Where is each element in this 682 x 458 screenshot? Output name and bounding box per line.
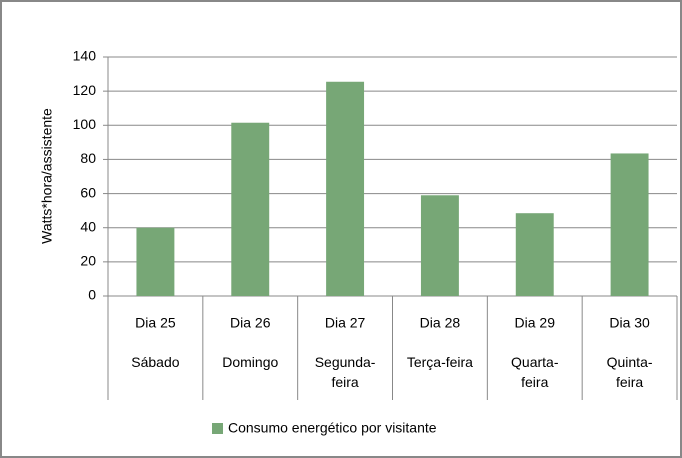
x-tick-label: Dia 27 <box>325 315 366 331</box>
legend-swatch <box>212 423 223 434</box>
y-axis-label: Watts*hora/assistente <box>39 108 55 244</box>
bar <box>515 213 554 296</box>
y-tick-label: 40 <box>80 218 96 234</box>
x-tick-label: Dia 30 <box>609 315 650 331</box>
x-subcategory-label: Sábado <box>131 354 180 370</box>
x-subcategory-label: Quinta-feira <box>606 354 653 390</box>
x-tick-label: Dia 26 <box>230 315 271 331</box>
x-tick-label: Dia 29 <box>515 315 556 331</box>
x-tick-label: Dia 28 <box>420 315 461 331</box>
y-tick-label: 80 <box>80 150 96 166</box>
y-tick-label: 60 <box>80 184 96 200</box>
x-subcategory-label: Terça-feira <box>406 354 473 370</box>
y-tick-label: 100 <box>73 116 97 132</box>
y-tick-label: 0 <box>88 287 96 303</box>
x-subcategory-label: Segunda-feira <box>314 354 376 390</box>
x-subcategory-label: Quarta-feira <box>511 354 559 390</box>
y-tick-label: 20 <box>80 253 96 269</box>
y-tick-label: 120 <box>73 82 97 98</box>
bar <box>420 195 459 296</box>
bar <box>231 122 270 296</box>
y-tick-label: 140 <box>73 48 97 64</box>
x-subcategory-label: Domingo <box>222 354 279 370</box>
bar <box>136 227 175 296</box>
x-tick-label: Dia 25 <box>135 315 176 331</box>
bar <box>326 81 365 296</box>
legend-label: Consumo energético por visitante <box>228 420 437 436</box>
bar <box>610 153 649 296</box>
